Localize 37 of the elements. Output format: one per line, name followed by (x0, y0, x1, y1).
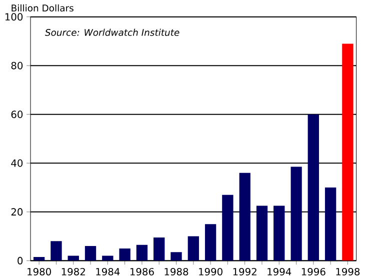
bar (154, 237, 165, 260)
y-tick-label: 20 (11, 208, 23, 216)
y-tick-label: 80 (11, 62, 23, 70)
bar (188, 236, 199, 260)
bar (239, 172, 250, 260)
annotation: Source: Worldwatch Institute (45, 28, 180, 36)
y-tick-label: 100 (5, 12, 23, 20)
x-tick-label: 1982 (62, 268, 85, 276)
x-tick-label: 1998 (336, 268, 360, 276)
bar (33, 256, 45, 260)
bar (170, 252, 182, 260)
bar (274, 206, 285, 260)
x-tick-label: 1990 (199, 268, 222, 276)
x-tick-label: 1996 (302, 268, 326, 276)
bar (68, 256, 79, 260)
y-tick-label: 40 (11, 159, 23, 167)
bar (136, 244, 148, 260)
x-tick-label: 1992 (233, 268, 256, 276)
x-tick-label: 1986 (130, 268, 154, 276)
y-axis-title: Billion Dollars (12, 4, 74, 12)
x-tick-label: 1994 (268, 268, 292, 276)
y-tick-label: 0 (18, 256, 23, 264)
x-tick-label: 1980 (28, 268, 51, 276)
bar (222, 194, 234, 260)
bar (119, 248, 130, 260)
bar (342, 43, 354, 260)
bar (256, 206, 268, 260)
bar (102, 256, 114, 260)
y-tick-label: 60 (11, 110, 23, 118)
bar (308, 114, 319, 260)
bar (204, 224, 216, 260)
bar (290, 166, 302, 260)
x-tick-label: 1988 (164, 268, 188, 276)
bar (50, 240, 62, 260)
bar (324, 187, 336, 260)
x-tick-label: 1984 (96, 268, 120, 276)
bar (84, 246, 96, 260)
